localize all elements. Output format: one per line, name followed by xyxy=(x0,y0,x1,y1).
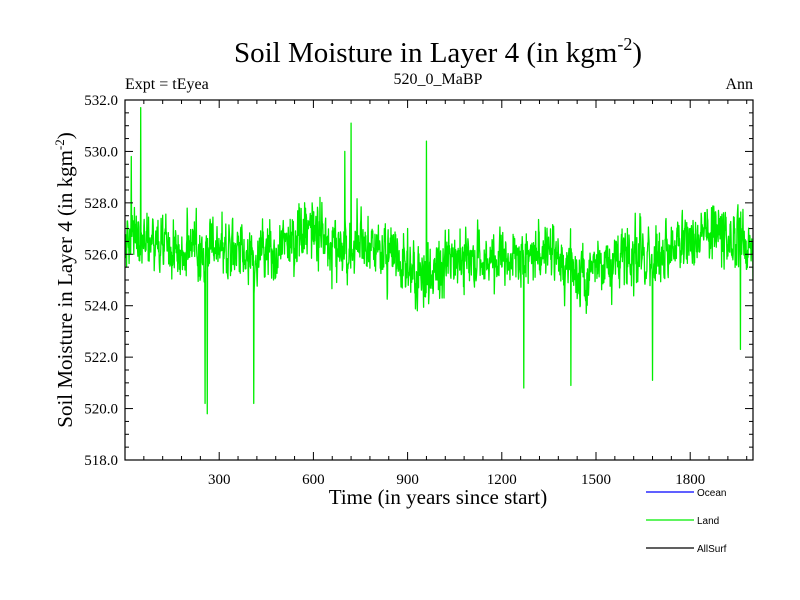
y-tick-label: 528.0 xyxy=(84,196,118,212)
y-tick-label: 530.0 xyxy=(84,144,118,160)
x-tick-label: 900 xyxy=(396,472,419,488)
y-axis-label-superscript: -2 xyxy=(52,139,67,150)
x-tick-label: 600 xyxy=(302,472,325,488)
y-axis-label: Soil Moisture in Layer 4 (in kgm-2) xyxy=(52,132,77,427)
season-label: Ann xyxy=(725,76,753,93)
y-tick-label: 520.0 xyxy=(84,402,118,418)
x-axis-label: Time (in years since start) xyxy=(329,485,548,509)
legend-label-ocean: Ocean xyxy=(697,488,726,499)
x-tick-label: 300 xyxy=(208,472,231,488)
experiment-label: Expt = tEyea xyxy=(125,76,209,93)
y-tick-label: 526.0 xyxy=(84,247,118,263)
legend-label-land: Land xyxy=(697,516,719,527)
y-tick-label: 532.0 xyxy=(84,93,118,109)
y-tick-label: 524.0 xyxy=(84,299,118,315)
chart-title-main: Soil Moisture in Layer 4 (in kgm xyxy=(234,37,618,69)
y-axis-label-main: Soil Moisture in Layer 4 (in kgm xyxy=(53,150,77,428)
y-tick-label: 518.0 xyxy=(84,453,118,469)
x-tick-label: 1800 xyxy=(675,472,705,488)
y-axis-label-close: ) xyxy=(53,132,77,139)
x-tick-label: 1500 xyxy=(581,472,611,488)
x-tick-label: 1200 xyxy=(487,472,517,488)
series-line-land xyxy=(125,107,753,415)
y-tick-label: 522.0 xyxy=(84,350,118,366)
legend: Ocean Land AllSurf xyxy=(646,488,727,555)
chart-title-superscript: -2 xyxy=(617,34,632,54)
chart-title: Soil Moisture in Layer 4 (in kgm-2) xyxy=(234,34,642,69)
period-label: 520_0_MaBP xyxy=(394,71,483,88)
chart-title-close: ) xyxy=(632,37,642,69)
axes-layer: 300 600 900 1200 1500 1800 518.0 520.0 522.0 524.… xyxy=(84,93,753,488)
series-layer xyxy=(125,107,753,415)
legend-label-allsurf: AllSurf xyxy=(697,544,727,555)
